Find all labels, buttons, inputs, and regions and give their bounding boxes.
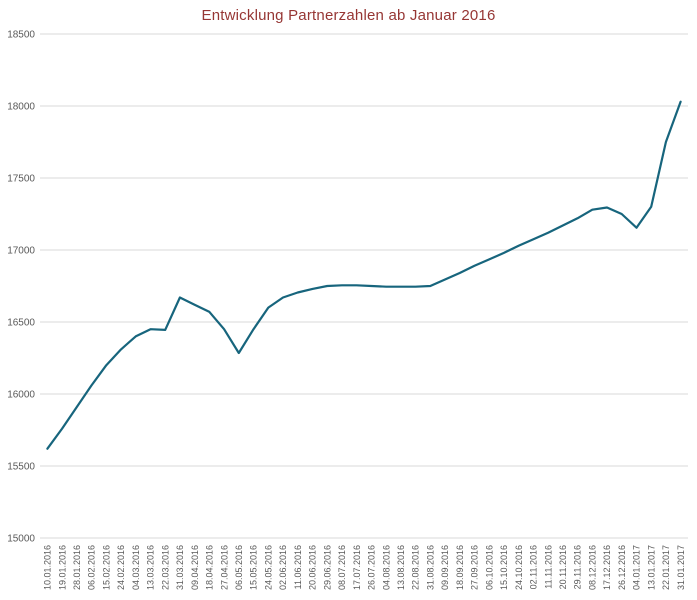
- y-axis-label: 17500: [7, 174, 35, 185]
- x-axis-label: 20.06.2016: [308, 545, 318, 590]
- x-axis-label: 13.01.2017: [646, 545, 656, 590]
- x-axis-label: 02.11.2016: [529, 545, 539, 589]
- x-axis-label: 24.05.2016: [263, 545, 273, 590]
- x-axis-label: 11.11.2016: [543, 545, 553, 589]
- x-axis-label: 04.03.2016: [131, 545, 141, 590]
- x-axis-label: 31.01.2017: [676, 545, 686, 590]
- y-axis-label: 16000: [7, 390, 35, 401]
- x-axis-label: 06.10.2016: [484, 545, 494, 590]
- x-axis-label: 28.01.2016: [72, 545, 82, 590]
- x-axis-label: 15.05.2016: [249, 545, 259, 590]
- x-axis-label: 19.01.2016: [57, 545, 67, 590]
- x-axis-label: 31.08.2016: [425, 545, 435, 590]
- x-axis-label: 27.09.2016: [470, 545, 480, 590]
- data-series-line: [46, 100, 682, 450]
- y-axis-label: 15500: [7, 462, 35, 473]
- x-axis-label: 08.07.2016: [337, 545, 347, 590]
- x-axis-label: 02.06.2016: [278, 545, 288, 590]
- x-axis-label: 13.03.2016: [146, 545, 156, 590]
- x-axis-label: 27.04.2016: [219, 545, 229, 590]
- x-axis-label: 09.04.2016: [190, 545, 200, 590]
- y-axis-label: 15000: [7, 534, 35, 545]
- x-axis-label: 11.06.2016: [293, 545, 303, 589]
- x-axis-label: 29.06.2016: [322, 545, 332, 590]
- x-axis-label: 17.12.2016: [602, 545, 612, 590]
- x-axis-label: 24.10.2016: [514, 545, 524, 590]
- x-axis-label: 22.03.2016: [160, 545, 170, 590]
- x-axis-label: 15.02.2016: [101, 545, 111, 590]
- y-axis-label: 17000: [7, 246, 35, 257]
- x-axis-label: 22.01.2017: [661, 545, 671, 590]
- x-axis-label: 18.04.2016: [205, 545, 215, 590]
- x-axis-label: 31.03.2016: [175, 545, 185, 590]
- x-axis-label: 17.07.2016: [352, 545, 362, 590]
- x-axis-label: 26.12.2016: [617, 545, 627, 590]
- x-axis-label: 06.05.2016: [234, 545, 244, 590]
- y-axis-label: 16500: [7, 318, 35, 329]
- y-axis-label: 18000: [7, 102, 35, 113]
- x-axis-label: 04.08.2016: [381, 545, 391, 590]
- x-axis-label: 06.02.2016: [87, 545, 97, 590]
- x-axis-label: 20.11.2016: [558, 545, 568, 589]
- x-axis-label: 13.08.2016: [396, 545, 406, 590]
- x-axis-label: 18.09.2016: [455, 545, 465, 590]
- x-axis-label: 08.12.2016: [587, 545, 597, 590]
- chart-title: Entwicklung Partnerzahlen ab Januar 2016: [201, 7, 496, 24]
- x-axis-label: 24.02.2016: [116, 545, 126, 590]
- x-axis-label: 09.09.2016: [440, 545, 450, 590]
- y-axis-label: 18500: [7, 30, 35, 41]
- x-axis-label: 26.07.2016: [367, 545, 377, 590]
- x-axis-label: 10.01.2016: [43, 545, 53, 590]
- x-axis-label: 15.10.2016: [499, 545, 509, 590]
- x-axis-label: 22.08.2016: [411, 545, 421, 590]
- x-axis-label: 29.11.2016: [573, 545, 583, 589]
- x-axis-label: 04.01.2017: [632, 545, 642, 590]
